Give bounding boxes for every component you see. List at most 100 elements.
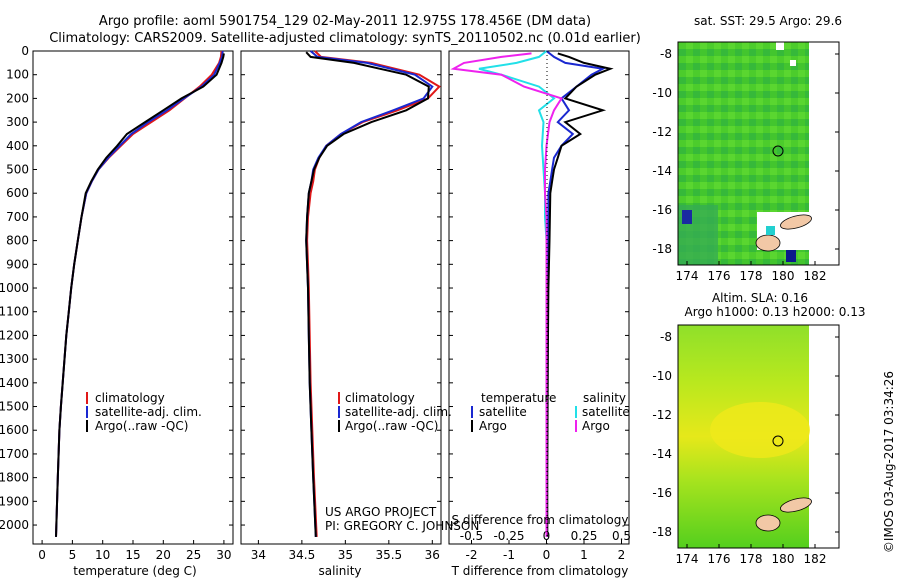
series-line-temperature-satellite bbox=[545, 50, 606, 537]
legend-label-s-satellite: satellite bbox=[582, 405, 630, 419]
difference-top-label: S difference from climatology bbox=[452, 513, 629, 527]
map-lat-label: -14 bbox=[652, 447, 672, 461]
depth-tick-label: 200 bbox=[6, 91, 29, 105]
depth-tick-label: 800 bbox=[6, 234, 29, 248]
series-line-argo-raw-qc- bbox=[305, 51, 430, 537]
sst-map bbox=[677, 41, 840, 266]
depth-tick-label: 1000 bbox=[0, 281, 29, 295]
depth-tick-label: 1800 bbox=[0, 471, 29, 485]
sla-map-title-2: Argo h1000: 0.13 h2000: 0.13 bbox=[685, 305, 866, 319]
sst-map-frame bbox=[677, 41, 840, 266]
legend-title-salinity: salinity bbox=[583, 391, 626, 405]
legend-title-temperature: temperature bbox=[481, 391, 556, 405]
data-series bbox=[55, 50, 614, 537]
header-line-2: Climatology: CARS2009. Satellite-adjuste… bbox=[49, 31, 641, 46]
argo-float-position bbox=[772, 435, 784, 447]
salinity-xlabel: salinity bbox=[318, 564, 361, 578]
legend-label-t-satellite: satellite bbox=[479, 405, 527, 419]
depth-tick-label: 1900 bbox=[0, 494, 29, 508]
map-lon-label: 180 bbox=[772, 552, 795, 566]
map-lat-label: -8 bbox=[660, 330, 672, 344]
depth-tick-label: 300 bbox=[6, 115, 29, 129]
map-lat-label: -16 bbox=[652, 486, 672, 500]
salinity-tick-label: 35.5 bbox=[375, 548, 402, 562]
temperature-diff-tick-label: 0 bbox=[543, 548, 551, 562]
temperature-tick-label: 25 bbox=[186, 548, 201, 562]
map-lon-label: 176 bbox=[708, 269, 731, 283]
series-line-temperature-argo bbox=[546, 52, 614, 537]
map-lon-label: 182 bbox=[804, 552, 827, 566]
fiji-island bbox=[755, 234, 781, 252]
temperature-diff-tick-label: 1 bbox=[580, 548, 588, 562]
salinity-diff-tick-label: 0.25 bbox=[571, 529, 598, 543]
depth-tick-label: 2000 bbox=[0, 518, 29, 532]
depth-tick-label: 1300 bbox=[0, 352, 29, 366]
temperature-tick-label: 15 bbox=[125, 548, 140, 562]
series-line-climatology bbox=[306, 50, 441, 537]
map-lon-label: 180 bbox=[772, 269, 795, 283]
depth-tick-label: 1700 bbox=[0, 447, 29, 461]
depth-tick-label: 1200 bbox=[0, 328, 29, 342]
depth-tick-label: 0 bbox=[21, 44, 29, 58]
map-lat-label: -8 bbox=[660, 47, 672, 61]
sst-white-pixel bbox=[776, 42, 784, 50]
project-credit: US ARGO PROJECT bbox=[325, 505, 437, 519]
map-lon-label: 174 bbox=[676, 269, 699, 283]
difference-legend: temperature salinity satellite Argo sate… bbox=[471, 391, 630, 433]
temperature-tick-label: 20 bbox=[156, 548, 171, 562]
salinity-diff-tick-label: 0.5 bbox=[612, 529, 631, 543]
legend-label-climatology: climatology bbox=[345, 391, 415, 405]
map-lat-label: -12 bbox=[652, 408, 672, 422]
header-line-1: Argo profile: aoml 5901754_129 02-May-20… bbox=[99, 14, 591, 29]
temperature-tick-label: 30 bbox=[216, 548, 231, 562]
salinity-tick-label: 34.5 bbox=[289, 548, 316, 562]
temperature-xlabel: temperature (deg C) bbox=[73, 564, 196, 578]
salinity-tick-label: 36 bbox=[425, 548, 440, 562]
map-lon-label: 178 bbox=[740, 552, 763, 566]
salinity-legend: climatology satellite-adj. clim. Argo(..… bbox=[338, 391, 452, 433]
series-line-satellite-adj-clim- bbox=[55, 50, 224, 537]
sla-map-frame bbox=[677, 324, 840, 549]
salinity-plot-frame bbox=[240, 50, 442, 545]
sst-white-pixel bbox=[790, 60, 796, 66]
argo-float-position bbox=[772, 145, 784, 157]
difference-plot-frame bbox=[448, 50, 630, 545]
fiji-island bbox=[780, 214, 812, 230]
depth-tick-label: 1400 bbox=[0, 376, 29, 390]
depth-tick-label: 1600 bbox=[0, 423, 29, 437]
sst-cold-pixel bbox=[682, 210, 692, 224]
legend-label-climatology: climatology bbox=[95, 391, 165, 405]
pi-credit: PI: GREGORY C. JOHNSON bbox=[325, 519, 479, 533]
legend-label-t-argo: Argo bbox=[479, 419, 507, 433]
sst-cold-pixel bbox=[786, 250, 796, 262]
series-line-salinity-satellite bbox=[478, 50, 556, 537]
map-axis-ticks: -8 -10 -12 -14 -16 -18 174 176 178 180 182 -8 -10 -12… bbox=[652, 47, 839, 566]
temperature-tick-label: 0 bbox=[38, 548, 46, 562]
depth-tick-label: 100 bbox=[6, 68, 29, 82]
temperature-legend: climatology satellite-adj. clim. Argo(..… bbox=[86, 391, 202, 433]
temperature-tick-label: 10 bbox=[95, 548, 110, 562]
depth-tick-label: 700 bbox=[6, 210, 29, 224]
map-lon-label: 176 bbox=[708, 552, 731, 566]
sla-map bbox=[677, 324, 840, 549]
map-lon-label: 174 bbox=[676, 552, 699, 566]
map-lat-label: -10 bbox=[652, 369, 672, 383]
map-lat-label: -10 bbox=[652, 86, 672, 100]
legend-label-satellite: satellite-adj. clim. bbox=[95, 405, 202, 419]
map-lat-label: -18 bbox=[652, 242, 672, 256]
map-lat-label: -16 bbox=[652, 203, 672, 217]
series-line-argo-raw-qc- bbox=[55, 53, 225, 537]
fiji-island bbox=[755, 514, 781, 532]
difference-xlabel: T difference from climatology bbox=[451, 564, 629, 578]
depth-tick-label: 900 bbox=[6, 257, 29, 271]
series-line-salinity-argo bbox=[450, 52, 564, 537]
salinity-tick-label: 34 bbox=[251, 548, 266, 562]
temperature-diff-tick-label: -2 bbox=[466, 548, 478, 562]
salinity-diff-tick-label: -0.5 bbox=[460, 529, 483, 543]
legend-label-s-argo: Argo bbox=[582, 419, 610, 433]
temperature-plot-frame bbox=[32, 50, 234, 545]
depth-tick-label: 600 bbox=[6, 186, 29, 200]
map-lat-label: -12 bbox=[652, 125, 672, 139]
sst-map-title: sat. SST: 29.5 Argo: 29.6 bbox=[694, 14, 842, 28]
